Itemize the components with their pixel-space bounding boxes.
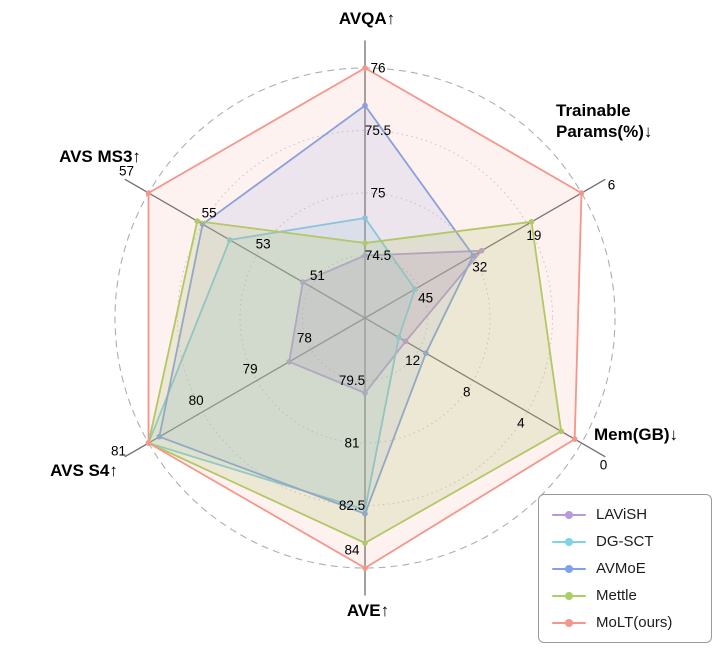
data-point <box>362 511 368 517</box>
data-point <box>362 565 368 571</box>
data-point <box>412 286 418 293</box>
axis-title-ave: AVE↑ <box>346 601 390 620</box>
data-point <box>145 190 152 196</box>
legend-marker-icon <box>552 590 586 602</box>
data-point <box>528 219 535 225</box>
legend-item-mettle: Mettle <box>552 587 698 604</box>
axis-tick-label: 78 <box>297 331 312 346</box>
axis-tick-label: 75 <box>370 186 385 201</box>
inner-grid-ring <box>302 255 428 381</box>
axis-tick-label: 75.5 <box>365 123 391 138</box>
data-point <box>145 440 152 446</box>
legend-marker-icon <box>552 617 586 629</box>
data-point <box>578 190 585 196</box>
axis-tick-label: 84 <box>344 543 360 558</box>
data-point <box>362 540 368 546</box>
data-point <box>286 359 293 365</box>
data-point <box>362 215 368 221</box>
axis-tick-label: 45 <box>418 291 433 306</box>
axis-title-avqa: AVQA↑ <box>338 9 396 28</box>
legend-label: LAViSH <box>596 506 648 523</box>
data-point <box>362 390 368 396</box>
inner-grid-ring <box>177 130 553 506</box>
axis-title-mem: Mem(GB)↓ <box>594 425 679 444</box>
axis-tick-label: 0 <box>600 457 608 472</box>
data-point <box>470 252 477 259</box>
axis-tick-label: 12 <box>405 353 420 368</box>
data-point <box>226 237 233 243</box>
axis-line <box>124 178 366 319</box>
legend-item-avmoe: AVMoE <box>552 560 698 577</box>
axis-tick-label: 79 <box>243 362 258 377</box>
axis-tick-label: 55 <box>202 206 217 221</box>
axis-tick-label: 76 <box>370 61 385 76</box>
legend-marker-icon <box>552 563 586 575</box>
legend-item-molt-ours-: MoLT(ours) <box>552 614 698 631</box>
data-point <box>478 247 485 254</box>
data-point <box>194 218 200 224</box>
legend: LAViSH DG-SCT AVMoE Mettle MoLT(ours) <box>538 494 712 643</box>
legend-label: MoLT(ours) <box>596 614 673 631</box>
data-point <box>362 102 368 109</box>
axis-tick-label: 80 <box>189 393 204 408</box>
data-point <box>156 433 163 440</box>
axis-tick-label: 79.5 <box>339 373 365 388</box>
data-point <box>571 436 578 442</box>
axis-tick-label: 4 <box>517 416 525 431</box>
axis-line <box>364 178 606 319</box>
axis-tick-label: 8 <box>463 384 471 399</box>
data-point <box>362 252 368 259</box>
legend-label: DG-SCT <box>596 533 654 550</box>
data-point <box>402 338 409 345</box>
axis-tick-label: 81 <box>344 436 359 451</box>
axis-tick-label: 32 <box>472 259 487 274</box>
data-point <box>362 65 368 71</box>
axis-tick-label: 81 <box>111 444 126 459</box>
data-point <box>396 334 402 341</box>
axis-tick-label: 57 <box>119 164 134 179</box>
data-point <box>300 279 306 285</box>
series-polygon-molt-ours- <box>147 67 583 569</box>
legend-item-lavish: LAViSH <box>552 506 698 523</box>
axis-tick-label: 6 <box>608 177 616 192</box>
axis-tick-label: 74.5 <box>365 248 391 263</box>
legend-label: AVMoE <box>596 560 646 577</box>
axis-title-avs-ms3: AVS MS3↑ <box>59 147 141 166</box>
axis-tick-label: 51 <box>310 268 325 283</box>
legend-label: Mettle <box>596 587 637 604</box>
legend-marker-icon <box>552 509 586 521</box>
axis-tick-label: 19 <box>526 228 541 243</box>
axis-tick-label: 53 <box>256 237 271 252</box>
axis-title-avs-s4: AVS S4↑ <box>50 461 118 480</box>
axis-line <box>124 317 366 458</box>
axis-tick-label: 82.5 <box>339 498 365 513</box>
data-point <box>558 428 564 435</box>
legend-item-dg-sct: DG-SCT <box>552 533 698 550</box>
data-point <box>362 240 368 246</box>
axis-title-trainable-params: Trainable Params(%)↓ <box>556 101 653 142</box>
legend-marker-icon <box>552 536 586 548</box>
data-point <box>423 350 429 357</box>
